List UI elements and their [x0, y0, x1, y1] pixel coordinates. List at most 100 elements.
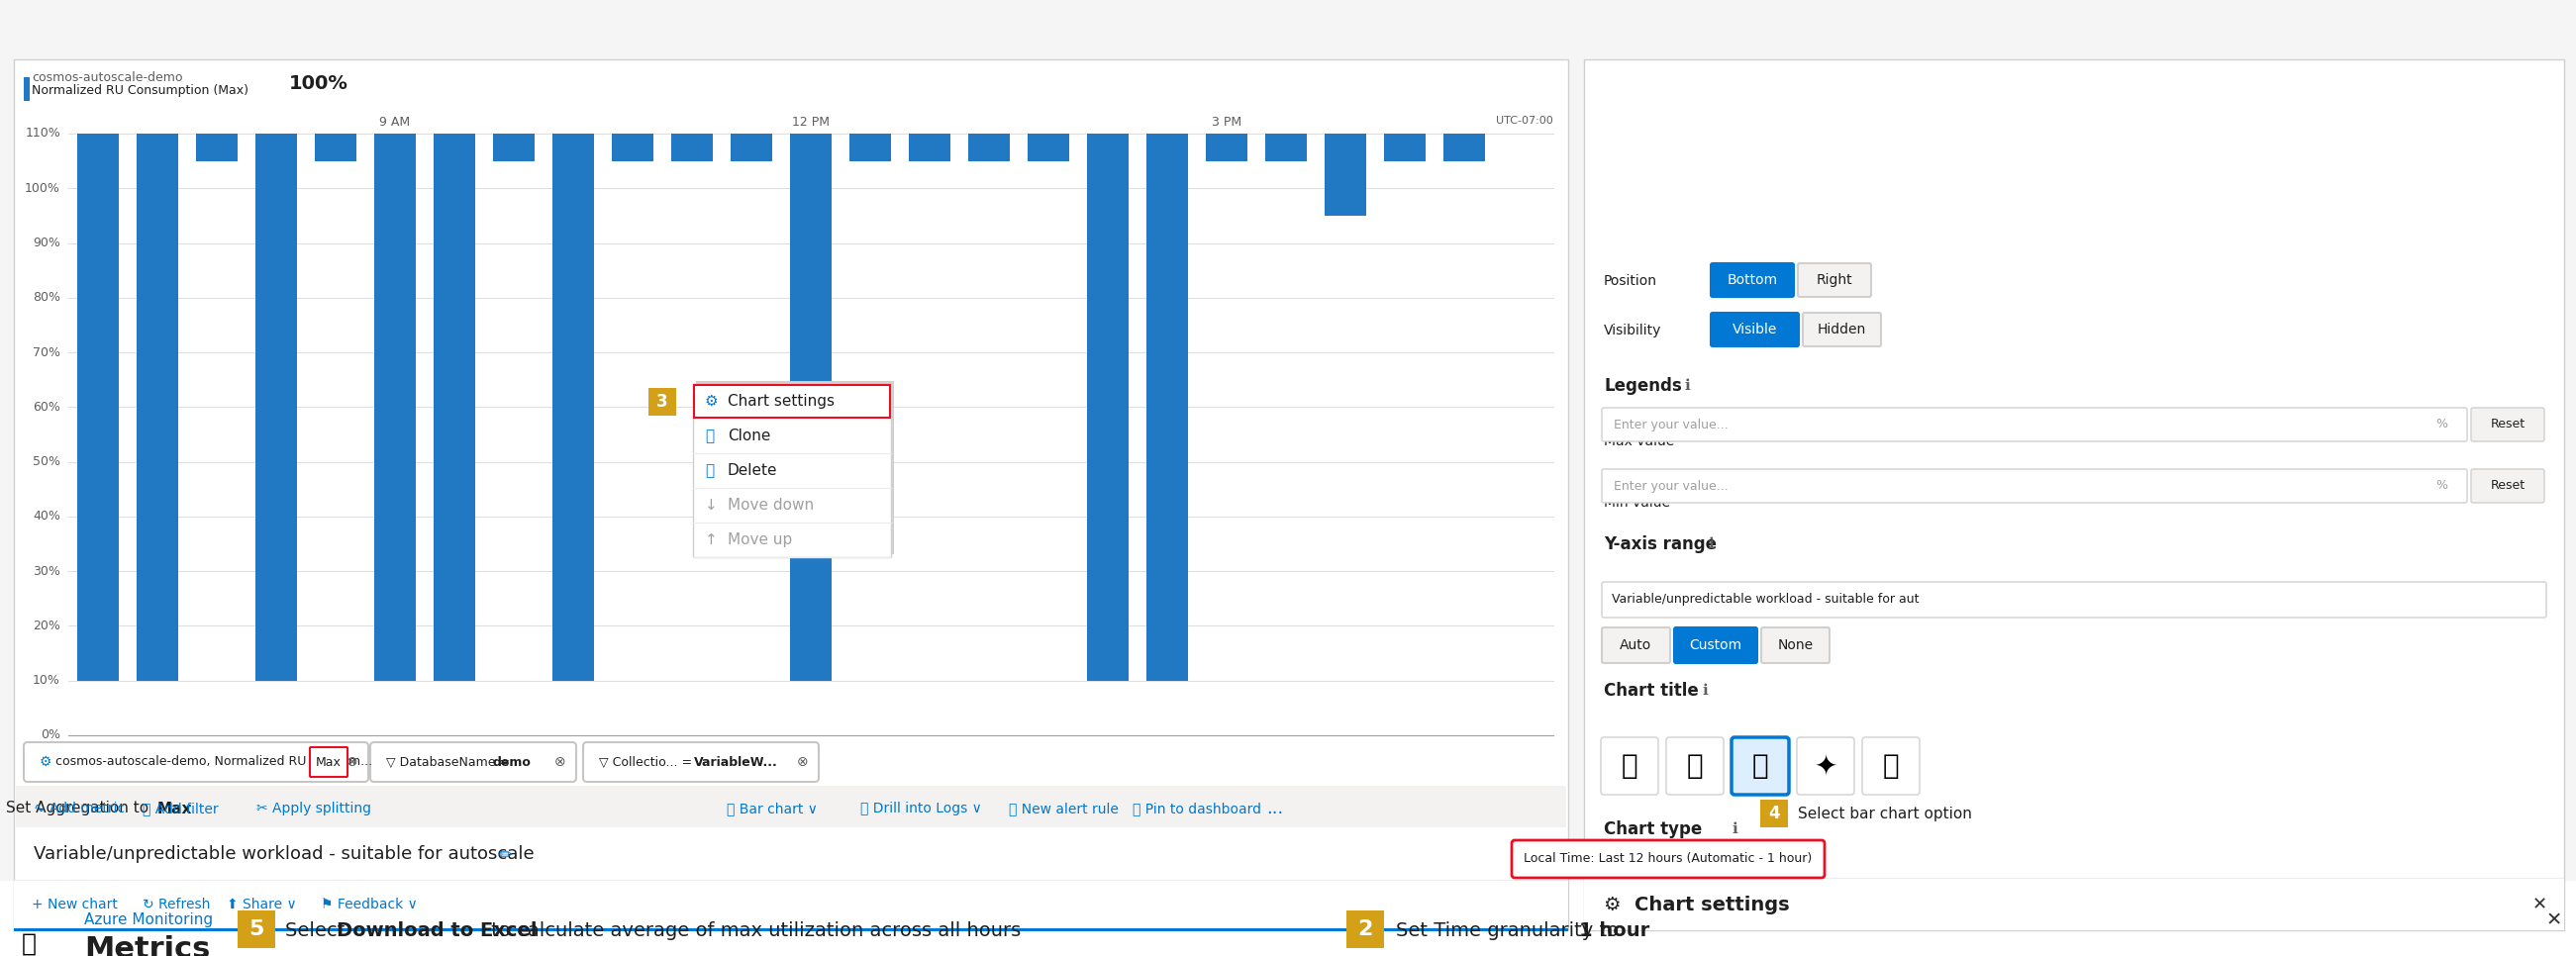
Text: 0%: 0%	[41, 728, 59, 742]
Text: 60%: 60%	[33, 401, 59, 414]
FancyBboxPatch shape	[1512, 840, 1824, 878]
Bar	[551, 134, 595, 681]
Text: ℹ: ℹ	[1685, 379, 1690, 393]
Text: 5: 5	[250, 920, 263, 939]
Text: ↑: ↑	[706, 532, 719, 547]
Bar	[13, 928, 1569, 931]
FancyBboxPatch shape	[1798, 737, 1855, 794]
Text: 3: 3	[657, 393, 667, 411]
Text: 50%: 50%	[33, 455, 59, 468]
FancyBboxPatch shape	[1731, 737, 1788, 794]
FancyBboxPatch shape	[1862, 737, 1919, 794]
Text: 100%: 100%	[289, 75, 348, 94]
Text: ...: ...	[1267, 799, 1283, 817]
Bar	[255, 134, 296, 681]
Text: Clone: Clone	[726, 428, 770, 444]
Text: to calculate average of max utilization across all hours: to calculate average of max utilization …	[484, 921, 1020, 940]
Text: cosmos-autoscale-demo: cosmos-autoscale-demo	[31, 71, 183, 83]
FancyBboxPatch shape	[1602, 408, 2468, 442]
Text: Legends: Legends	[1605, 377, 1682, 395]
Bar	[693, 385, 891, 418]
Bar	[1584, 59, 2563, 930]
Text: UTC-07:00: UTC-07:00	[1497, 116, 1553, 125]
Bar	[969, 134, 1010, 161]
Text: Enter your value...: Enter your value...	[1613, 480, 1728, 492]
Text: 🗑: 🗑	[706, 463, 714, 478]
Text: 🔽 Add filter: 🔽 Add filter	[142, 802, 219, 815]
Bar	[693, 384, 891, 557]
Text: Set Aggregation to: Set Aggregation to	[5, 801, 155, 816]
Text: 📈: 📈	[1620, 752, 1638, 780]
Bar	[1265, 134, 1306, 161]
Text: ⚙  Chart settings: ⚙ Chart settings	[1605, 895, 1790, 914]
Text: ℹ: ℹ	[1708, 537, 1713, 552]
Text: ✏: ✏	[500, 845, 513, 863]
Text: ✕: ✕	[2532, 896, 2548, 913]
Bar	[0, 880, 2576, 956]
Text: ✦: ✦	[1814, 752, 1837, 780]
Text: 📌 Pin to dashboard: 📌 Pin to dashboard	[1133, 802, 1262, 815]
Text: ▽ DatabaseName =: ▽ DatabaseName =	[386, 755, 515, 769]
Text: Position: Position	[1605, 274, 1656, 288]
Bar	[696, 381, 894, 554]
Text: 📊: 📊	[1752, 752, 1770, 780]
Text: ⊗: ⊗	[348, 755, 358, 769]
Text: Reset: Reset	[2491, 418, 2524, 431]
Text: Move down: Move down	[726, 498, 814, 512]
Text: Visibility: Visibility	[1605, 324, 1662, 337]
Bar	[850, 134, 891, 161]
FancyBboxPatch shape	[23, 742, 368, 782]
Text: Enter your value...: Enter your value...	[1613, 418, 1728, 431]
Bar	[1584, 879, 2563, 930]
Bar	[909, 134, 951, 161]
Text: ⚙: ⚙	[39, 755, 52, 769]
Text: Local Time: Last 12 hours (Automatic - 1 hour): Local Time: Last 12 hours (Automatic - 1…	[1525, 853, 1814, 865]
Text: Set Time granularity to: Set Time granularity to	[1396, 921, 1625, 940]
Text: ↓: ↓	[706, 498, 719, 512]
Bar	[732, 134, 773, 161]
Text: None: None	[1777, 639, 1814, 652]
Text: Max: Max	[157, 801, 193, 816]
Bar	[374, 134, 415, 681]
FancyBboxPatch shape	[309, 748, 348, 777]
Text: 100%: 100%	[26, 182, 59, 195]
Bar	[1759, 799, 1788, 827]
Text: 🔔 New alert rule: 🔔 New alert rule	[1010, 802, 1118, 815]
Bar	[237, 910, 276, 948]
FancyBboxPatch shape	[1710, 263, 1793, 297]
Text: 30%: 30%	[33, 565, 59, 577]
Text: Chart title: Chart title	[1605, 682, 1698, 700]
Bar	[613, 134, 654, 161]
Text: ↻ Refresh: ↻ Refresh	[142, 898, 211, 911]
Text: + New chart: + New chart	[31, 898, 118, 911]
Bar	[15, 786, 1566, 827]
FancyBboxPatch shape	[371, 742, 577, 782]
Bar	[10, 886, 70, 945]
Bar	[13, 880, 1569, 928]
Text: Auto: Auto	[1620, 639, 1651, 652]
Text: 70%: 70%	[33, 346, 59, 358]
Text: 1 hour: 1 hour	[1579, 921, 1649, 940]
FancyBboxPatch shape	[2470, 408, 2545, 442]
Bar	[1324, 134, 1365, 216]
Text: ⊗: ⊗	[796, 755, 809, 769]
Bar	[1146, 134, 1188, 681]
Text: ∿ Add metric: ∿ Add metric	[33, 802, 124, 815]
Bar	[1443, 134, 1484, 161]
Bar	[1206, 134, 1247, 161]
Text: Normalized RU Consumption (Max): Normalized RU Consumption (Max)	[31, 85, 247, 98]
Text: Download to Excel: Download to Excel	[337, 921, 536, 940]
Text: 2: 2	[1358, 920, 1373, 939]
Text: ⚑ Feedback ∨: ⚑ Feedback ∨	[322, 898, 417, 911]
Text: ✕: ✕	[2545, 911, 2563, 930]
FancyBboxPatch shape	[1798, 263, 1870, 297]
FancyBboxPatch shape	[1667, 737, 1723, 794]
Bar	[1028, 134, 1069, 161]
FancyBboxPatch shape	[2470, 469, 2545, 503]
Bar	[13, 59, 1569, 930]
Bar	[0, 880, 2576, 956]
FancyBboxPatch shape	[582, 742, 819, 782]
Text: Hidden: Hidden	[1819, 322, 1865, 337]
Text: %: %	[2434, 480, 2447, 492]
Text: Variable/unpredictable workload - suitable for aut: Variable/unpredictable workload - suitab…	[1613, 594, 1919, 606]
